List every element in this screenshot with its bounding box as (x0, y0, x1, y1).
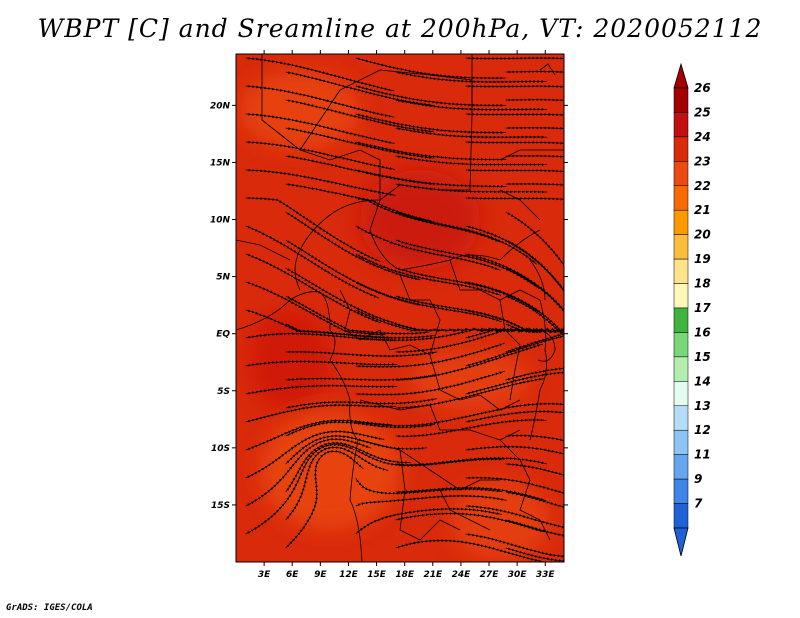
lat-tick-label: 5S (217, 387, 230, 397)
colorbar-swatch-11 (673, 454, 689, 480)
grads-credit: GrADS: IGES/COLA (6, 603, 93, 613)
map-title: WBPT [C] and Sreamline at 200hPa, VT: 20… (37, 14, 763, 43)
colorbar-swatch-12 (673, 429, 689, 455)
colorbar-label: 18 (694, 277, 711, 291)
colorbar-label: 20 (694, 228, 711, 242)
colorbar-swatch-24 (673, 136, 689, 162)
streamline-83 (505, 434, 564, 442)
colorbar-label: 24 (694, 130, 711, 144)
colorbar-swatch-16 (673, 332, 689, 358)
colorbar-label: 15 (694, 350, 711, 364)
streamline-16 (395, 128, 548, 137)
colorbar-label: 13 (694, 399, 711, 413)
colorbar-label: 17 (694, 301, 711, 315)
colorbar-swatch-22 (673, 185, 689, 211)
colorbar-swatch-15 (673, 356, 689, 382)
streamline-4 (395, 72, 548, 82)
colorbar-label: 11 (694, 448, 711, 462)
streamline-105 (285, 451, 364, 549)
colorbar: 26 25 24 23 22 21 20 19 18 17 16 15 14 13 12 11 9 7 (673, 62, 711, 557)
latitude-axis: 20N 15N 10N 5N EQ 5S 10S 15S (210, 101, 568, 511)
lat-tick-label: 15N (210, 158, 231, 168)
colorbar-swatch-18 (673, 283, 689, 309)
colorbar-label: 22 (694, 179, 711, 193)
lat-tick-label: EQ (216, 330, 230, 340)
colorbar-swatch-23 (673, 161, 689, 187)
lat-tick-label: 5N (216, 273, 230, 283)
streamline-23 (505, 154, 564, 158)
colorbar-bottom-arrow (673, 527, 689, 557)
lon-tick-label: 3E (258, 570, 271, 580)
colorbar-label: 21 (694, 203, 711, 217)
longitude-axis: 3E 6E 9E 12E 15E 18E 21E 24E 27E 30E 33E (258, 50, 556, 580)
lon-tick-label: 30E (508, 570, 528, 580)
lon-tick-label: 12E (339, 570, 359, 580)
streamline-8 (465, 86, 564, 87)
colorbar-label: 14 (694, 374, 711, 388)
colorbar-swatch-25 (673, 112, 689, 138)
streamline-11 (505, 98, 564, 102)
streamline-77 (505, 402, 564, 409)
streamline-29 (505, 182, 564, 187)
streamline-107 (505, 547, 564, 562)
streamline-103 (355, 509, 503, 535)
lat-tick-label: 10S (211, 444, 230, 454)
colorbar-swatch-7 (673, 503, 689, 529)
lat-tick-label: 20N (210, 101, 231, 111)
colorbar-swatch-14 (673, 381, 689, 407)
colorbar-top-arrow (673, 62, 689, 89)
streamline-88 (395, 458, 547, 465)
lon-tick-label: 27E (480, 570, 500, 580)
streamline-78 (245, 405, 396, 422)
country-borders (236, 54, 564, 562)
streamline-22 (395, 156, 548, 165)
colorbar-swatch-26 (673, 87, 689, 113)
lat-tick-label: 15S (211, 501, 230, 511)
lon-tick-label: 33E (536, 570, 556, 580)
colorbar-label: 16 (694, 325, 711, 339)
colorbar-swatch-19 (673, 258, 689, 284)
lon-tick-label: 21E (423, 570, 443, 580)
colorbar-label: 26 (694, 81, 711, 95)
colorbar-label: 23 (694, 154, 711, 168)
lon-tick-label: 18E (395, 570, 415, 580)
streamline-26 (465, 170, 564, 172)
streamline-86 (465, 447, 564, 456)
streamline-17 (505, 126, 564, 130)
streamline-20 (465, 142, 564, 143)
lon-tick-label: 9E (314, 570, 327, 580)
colorbar-swatch-9 (673, 478, 689, 504)
streamline-32 (465, 198, 564, 200)
streamline-2 (465, 58, 564, 59)
colorbar-swatch-20 (673, 234, 689, 260)
colorbar-swatch-21 (673, 209, 689, 235)
lat-tick-label: 10N (210, 216, 231, 226)
colorbar-label: 12 (694, 423, 711, 437)
colorbar-label: 7 (694, 497, 703, 511)
lon-tick-label: 24E (452, 570, 472, 580)
colorbar-swatch-17 (673, 307, 689, 333)
streamline-5 (505, 70, 564, 74)
streamline-14 (465, 114, 564, 115)
colorbar-label: 9 (694, 472, 702, 486)
streamline-89 (505, 462, 564, 477)
streamline-10 (395, 100, 548, 110)
lon-tick-label: 15E (367, 570, 387, 580)
map-frame (235, 53, 565, 563)
lon-tick-label: 6E (286, 570, 299, 580)
colorbar-label: 25 (694, 105, 711, 119)
colorbar-swatch-13 (673, 405, 689, 431)
colorbar-label: 19 (694, 252, 711, 266)
map-panel: 20N 15N 10N 5N EQ 5S 10S 15S 3E 6E 9E 12E 15E 18E 21E… (210, 50, 568, 580)
